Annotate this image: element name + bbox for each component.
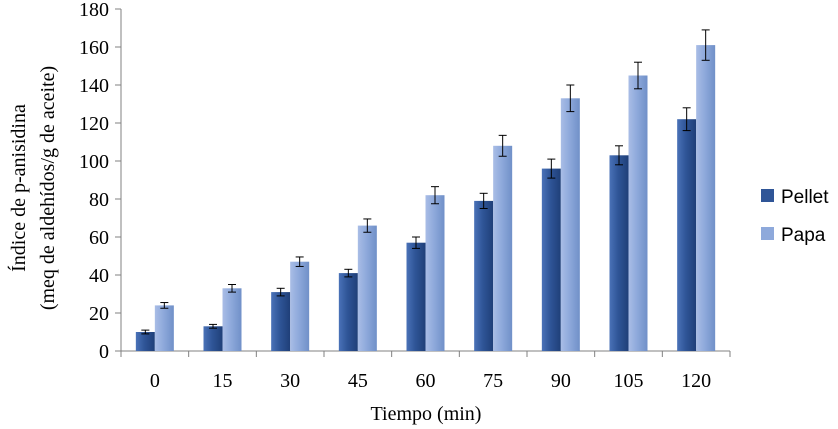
bar-pellet <box>474 200 494 351</box>
bar-papa <box>154 305 174 351</box>
bar-pellet <box>338 273 358 351</box>
bar-papa <box>425 195 445 351</box>
y-axis-title-line2: (meq de aldehídos/g de aceite) <box>37 66 59 310</box>
x-tick-label: 15 <box>213 370 233 392</box>
bar-papa <box>560 98 580 351</box>
x-tick-label: 45 <box>348 370 368 392</box>
y-tick-label: 160 <box>79 37 109 59</box>
y-tick-label: 40 <box>89 265 109 287</box>
legend-label-pellet: Pellet <box>781 187 829 208</box>
bar-pellet <box>609 155 629 351</box>
x-tick-label: 75 <box>483 370 503 392</box>
x-tick-label: 120 <box>681 370 711 392</box>
legend-swatch-pellet <box>761 189 774 202</box>
y-tick-label: 100 <box>79 151 109 173</box>
y-tick-label: 180 <box>79 0 109 21</box>
bar-papa <box>357 225 377 351</box>
bar-papa <box>222 288 242 351</box>
bar-pellet <box>271 292 291 351</box>
x-tick-label: 60 <box>416 370 436 392</box>
bar-papa <box>493 145 513 351</box>
legend: Pellet Papa <box>761 187 829 246</box>
bar-pellet <box>677 119 697 351</box>
x-tick-label: 90 <box>551 370 571 392</box>
bar-papa <box>696 45 716 351</box>
plot-area: 0 20 40 60 80 100 120 140 160 180 0 15 30 45 60 75 90 105… <box>79 0 731 392</box>
y-axis-title-line1: Índice de p-anisidina <box>7 104 30 272</box>
bar-pellet <box>135 332 155 351</box>
legend-swatch-papa <box>761 227 774 240</box>
y-tick-label: 120 <box>79 113 109 135</box>
legend-label-papa: Papa <box>781 225 826 246</box>
x-tick-label: 0 <box>150 370 160 392</box>
y-tick-label: 140 <box>79 75 109 97</box>
bar-pellet <box>541 168 561 351</box>
x-tick-label: 30 <box>280 370 300 392</box>
bar-pellet <box>203 326 223 351</box>
bar-pellet <box>406 242 426 351</box>
y-tick-label: 20 <box>89 303 109 325</box>
y-tick-label: 0 <box>99 341 109 363</box>
bar-papa <box>628 75 648 351</box>
bar-papa <box>290 261 310 351</box>
y-tick-label: 80 <box>89 189 109 211</box>
x-axis-title: Tiempo (min) <box>371 403 482 425</box>
x-tick-label: 105 <box>614 370 644 392</box>
y-tick-label: 60 <box>89 227 109 249</box>
